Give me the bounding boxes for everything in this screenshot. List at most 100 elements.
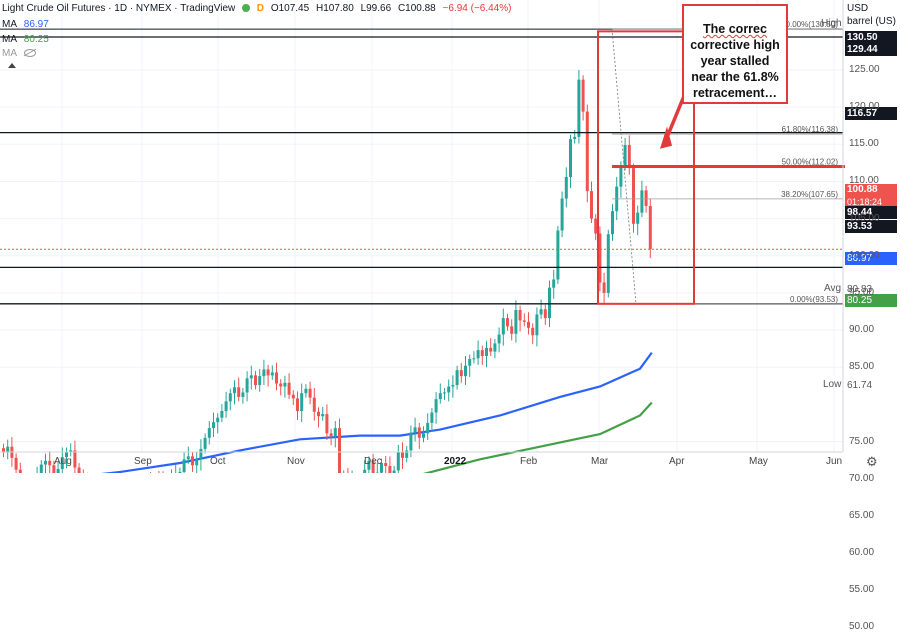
candle-body — [577, 80, 580, 137]
candle-body — [485, 348, 488, 356]
candle-body — [300, 393, 303, 411]
ohlc-high: H107.80 — [316, 3, 354, 14]
x-tick-label: Mar — [591, 456, 608, 467]
candle-body — [464, 366, 467, 376]
candle-body — [304, 389, 307, 393]
candle-body — [468, 359, 471, 366]
candle-body — [258, 376, 261, 385]
candle-body — [195, 459, 198, 465]
ma2-value: 80.25 — [24, 34, 49, 45]
candle-body — [397, 452, 400, 471]
y-tick-label: 60.00 — [849, 547, 874, 558]
settings-gear-icon[interactable]: ⚙ — [866, 454, 878, 470]
candle-body — [325, 414, 328, 433]
candlesticks — [2, 70, 652, 473]
candle-body — [636, 213, 639, 224]
callout-annotation[interactable]: The correc corrective high year stalled … — [682, 4, 788, 104]
candle-body — [527, 322, 530, 328]
ma3-legend[interactable]: MA — [2, 48, 40, 59]
candle-body — [447, 387, 450, 393]
candle-body — [275, 372, 278, 383]
candle-body — [225, 401, 228, 411]
candle-body — [183, 459, 186, 472]
candle-body — [645, 190, 648, 206]
candle-body — [309, 389, 312, 398]
moving-average-lines — [0, 353, 652, 473]
collapse-legend-icon[interactable] — [8, 63, 16, 68]
candle-body — [586, 112, 589, 192]
candle-body — [422, 433, 425, 437]
candle-body — [330, 433, 333, 436]
ohlc-close: C100.88 — [398, 3, 436, 14]
callout-line-2: corrective high — [684, 37, 786, 53]
candle-body — [204, 438, 207, 449]
x-tick-label: Jun — [826, 456, 842, 467]
candle-body — [439, 393, 442, 399]
candle-body — [632, 168, 635, 224]
ma1-legend[interactable]: MA 86.97 — [2, 19, 53, 30]
candle-body — [493, 343, 496, 351]
market-dot-icon — [242, 4, 250, 12]
candle-body — [552, 280, 555, 288]
currency-button[interactable]: USD — [847, 3, 868, 14]
candle-body — [313, 398, 316, 412]
candle-body — [443, 392, 446, 393]
y-tick-label: 50.00 — [849, 621, 874, 632]
candle-body — [296, 398, 299, 411]
y-tick-label: 105.00 — [849, 213, 880, 224]
candle-body — [334, 428, 337, 436]
candle-body — [267, 369, 270, 375]
y-tick-label: 95.00 — [849, 287, 874, 298]
candle-body — [460, 370, 463, 376]
x-tick-label: Apr — [669, 456, 685, 467]
candle-body — [338, 428, 341, 473]
ma1-value: 86.97 — [24, 19, 49, 30]
candle-body — [573, 137, 576, 139]
candle-body — [556, 230, 559, 279]
candle-body — [624, 145, 627, 166]
x-tick-label: Feb — [520, 456, 537, 467]
candle-body — [590, 191, 593, 218]
last-price-badge: 100.88 01:18:24 — [845, 184, 897, 208]
high-label: High — [821, 18, 842, 29]
x-tick-label: Sep — [134, 456, 152, 467]
candle-body — [426, 423, 429, 433]
y-tick-label: 125.00 — [849, 64, 880, 75]
candle-body — [565, 177, 568, 199]
candle-body — [472, 358, 475, 359]
symbol-header: Light Crude Oil Futures · 1D · NYMEX · T… — [2, 3, 515, 14]
unit-select[interactable]: barrel (US) ▼ — [847, 16, 900, 27]
eye-hidden-icon[interactable] — [24, 49, 36, 57]
unit-select-label: barrel (US) — [847, 16, 896, 27]
candle-body — [582, 80, 585, 112]
candle-body — [603, 282, 606, 292]
candle-body — [519, 310, 522, 320]
y-tick-label: 70.00 — [849, 473, 874, 484]
candle-body — [435, 399, 438, 412]
y-tick-label: 65.00 — [849, 510, 874, 521]
candle-body — [514, 310, 517, 334]
candle-body — [430, 413, 433, 423]
ma2-label: MA — [2, 34, 17, 45]
candle-body — [414, 427, 417, 432]
candle-body — [561, 199, 564, 231]
x-tick-label: 2022 — [444, 456, 466, 467]
low-value: 61.74 — [845, 379, 897, 392]
candle-body — [456, 370, 459, 385]
ma1-label: MA — [2, 19, 17, 30]
candle-body — [548, 288, 551, 318]
candle-body — [401, 452, 404, 458]
symbol-title[interactable]: Light Crude Oil Futures · 1D · NYMEX · T… — [2, 3, 235, 14]
fib-level-label: 38.20%(107.65) — [781, 190, 838, 199]
callout-line-1: The correc — [684, 21, 786, 37]
candle-body — [212, 422, 215, 428]
candle-body — [481, 350, 484, 356]
candle-body — [649, 206, 652, 249]
candle-body — [611, 211, 614, 234]
candle-body — [388, 466, 391, 473]
callout-line-5: retracement… — [684, 85, 786, 101]
candle-body — [241, 392, 244, 396]
ma2-legend[interactable]: MA 80.25 — [2, 34, 53, 45]
y-tick-label: 90.00 — [849, 324, 874, 335]
data-delay-badge: D — [257, 3, 264, 14]
